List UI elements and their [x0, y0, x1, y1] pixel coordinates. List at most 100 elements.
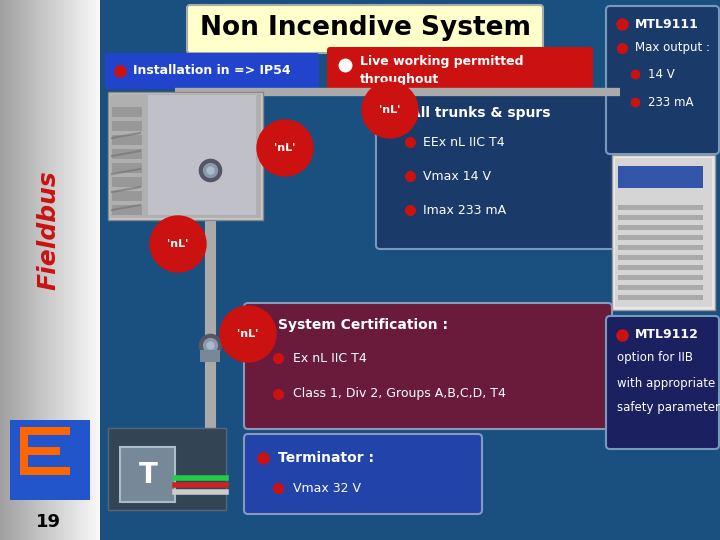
Bar — [66, 0, 67, 540]
Bar — [110, 94, 261, 218]
Bar — [76, 0, 77, 540]
Bar — [48, 0, 49, 540]
Bar — [9, 0, 10, 540]
Bar — [64, 0, 65, 540]
Bar — [90, 0, 91, 540]
Bar — [86, 0, 87, 540]
Bar — [45, 0, 46, 540]
Bar — [112, 205, 142, 215]
Text: MTL9112: MTL9112 — [635, 328, 699, 341]
Text: with appropriate: with appropriate — [617, 376, 715, 389]
Bar — [78, 0, 79, 540]
Bar — [25, 0, 26, 540]
Bar — [49, 0, 50, 540]
Text: 'nL': 'nL' — [167, 239, 189, 249]
Bar — [612, 155, 715, 310]
Bar — [56, 0, 57, 540]
Bar — [618, 255, 703, 260]
Bar — [63, 0, 64, 540]
Bar — [5, 0, 6, 540]
FancyBboxPatch shape — [244, 434, 482, 514]
Bar — [92, 0, 93, 540]
Bar — [47, 0, 48, 540]
Bar — [65, 0, 66, 540]
Text: All trunks & spurs: All trunks & spurs — [410, 106, 551, 120]
Bar — [108, 92, 263, 220]
Bar — [3, 0, 4, 540]
Bar — [72, 0, 73, 540]
Text: Class 1, Div 2, Groups A,B,C,D, T4: Class 1, Div 2, Groups A,B,C,D, T4 — [293, 388, 506, 401]
FancyBboxPatch shape — [105, 53, 319, 89]
Bar — [69, 0, 70, 540]
Bar — [112, 149, 142, 159]
Bar — [94, 0, 95, 540]
Bar — [35, 0, 36, 540]
Bar — [68, 0, 69, 540]
Circle shape — [257, 120, 313, 176]
Bar — [79, 0, 80, 540]
Bar — [59, 0, 60, 540]
Text: 'nL': 'nL' — [238, 329, 258, 339]
Bar — [89, 0, 90, 540]
Bar — [85, 0, 86, 540]
Text: Imax 233 mA: Imax 233 mA — [423, 204, 506, 217]
Text: MTL9111: MTL9111 — [635, 17, 699, 30]
Bar — [81, 0, 82, 540]
Text: option for IIB: option for IIB — [617, 352, 693, 365]
Bar — [27, 0, 28, 540]
Bar — [74, 0, 75, 540]
Bar — [96, 0, 97, 540]
Bar — [618, 166, 703, 188]
Text: System Certification :: System Certification : — [278, 318, 448, 332]
Bar — [44, 0, 45, 540]
Bar — [42, 0, 43, 540]
Text: 233 mA: 233 mA — [648, 96, 693, 109]
Bar — [51, 0, 52, 540]
Bar — [98, 0, 99, 540]
Bar — [93, 0, 94, 540]
Bar — [30, 0, 31, 540]
Text: 'nL': 'nL' — [379, 105, 401, 115]
Bar — [618, 275, 703, 280]
Bar — [91, 0, 92, 540]
Bar — [112, 163, 142, 173]
Bar — [618, 285, 703, 290]
Bar — [50, 0, 51, 540]
FancyBboxPatch shape — [606, 316, 719, 449]
Bar — [21, 0, 22, 540]
FancyBboxPatch shape — [244, 303, 612, 429]
Bar — [53, 0, 54, 540]
Bar — [2, 0, 3, 540]
Bar — [6, 0, 7, 540]
Text: Vmax 14 V: Vmax 14 V — [423, 170, 491, 183]
Bar — [61, 0, 62, 540]
Bar — [83, 0, 84, 540]
Bar — [39, 0, 40, 540]
Bar — [55, 0, 56, 540]
Bar — [38, 0, 39, 540]
Bar — [87, 0, 88, 540]
Bar — [20, 467, 70, 475]
Bar — [29, 0, 30, 540]
Bar — [67, 0, 68, 540]
Text: 14 V: 14 V — [648, 68, 675, 80]
Text: throughout: throughout — [360, 73, 439, 86]
Bar — [112, 107, 142, 117]
Bar — [36, 0, 37, 540]
Bar — [618, 265, 703, 270]
Bar — [31, 0, 32, 540]
Bar — [1, 0, 2, 540]
Text: safety parameters: safety parameters — [617, 402, 720, 415]
Bar — [80, 0, 81, 540]
Bar — [32, 0, 33, 540]
Bar — [618, 235, 703, 240]
Bar — [58, 0, 59, 540]
Bar — [100, 0, 720, 540]
Bar — [618, 215, 703, 220]
Bar — [62, 0, 63, 540]
Bar — [24, 0, 25, 540]
Bar — [20, 447, 60, 455]
Text: 19: 19 — [35, 513, 60, 531]
FancyBboxPatch shape — [376, 93, 629, 249]
Bar — [20, 427, 70, 435]
